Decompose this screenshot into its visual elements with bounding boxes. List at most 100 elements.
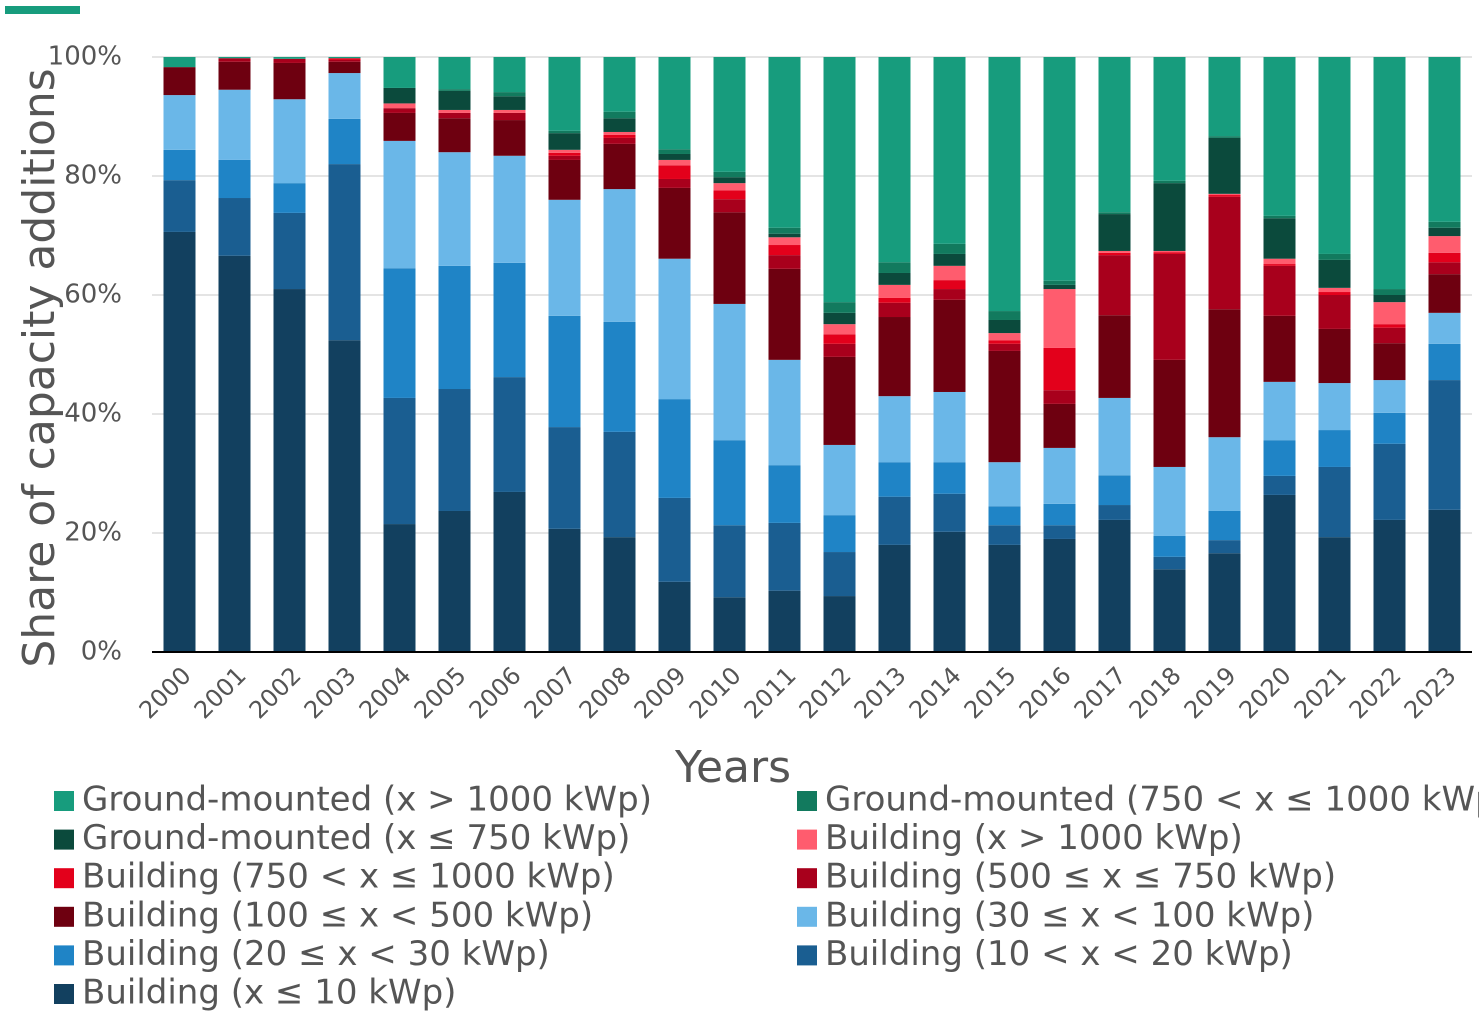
bar-segment bbox=[493, 377, 526, 492]
x-tick-label: 2009 bbox=[629, 661, 692, 724]
bar-segment bbox=[878, 272, 911, 285]
bar-segment bbox=[1428, 509, 1461, 652]
bar-segment bbox=[1208, 309, 1241, 438]
bar-segment bbox=[548, 130, 581, 134]
bar-segment bbox=[438, 152, 471, 266]
legend-label: Building (x ≤ 10 kWp) bbox=[82, 973, 456, 1013]
bar-segment bbox=[1318, 383, 1351, 431]
bar-segment bbox=[1153, 466, 1186, 536]
legend-label: Building (750 < x ≤ 1000 kWp) bbox=[82, 857, 615, 897]
bar-segment bbox=[383, 140, 416, 269]
legend-swatch bbox=[797, 791, 817, 811]
bar-segment bbox=[933, 391, 966, 463]
bar-segment bbox=[1373, 380, 1406, 413]
bar-segment bbox=[713, 440, 746, 526]
legend-swatch bbox=[54, 868, 74, 889]
bar-segment bbox=[1208, 193, 1241, 196]
bar-segment bbox=[933, 57, 966, 244]
bar-segment bbox=[658, 399, 691, 498]
bar-segment bbox=[438, 89, 471, 91]
bar-segment bbox=[823, 356, 856, 445]
bar-segment bbox=[1428, 252, 1461, 263]
bar-segment bbox=[603, 111, 636, 119]
bar-segment bbox=[493, 57, 526, 93]
y-tick-label: 0% bbox=[81, 637, 122, 667]
bar-segment bbox=[1318, 292, 1351, 295]
bar-segment bbox=[328, 59, 361, 62]
x-tick-label: 2007 bbox=[519, 661, 582, 724]
x-tick-label: 2016 bbox=[1014, 661, 1077, 724]
bar-segment bbox=[1098, 255, 1131, 316]
legend-swatch bbox=[54, 984, 74, 1004]
bar-segment bbox=[1153, 359, 1186, 467]
bar-segment bbox=[218, 57, 251, 59]
bar-segment bbox=[823, 343, 856, 357]
bar-segment bbox=[1043, 284, 1076, 290]
bar-segment bbox=[1043, 280, 1076, 285]
bar-segment bbox=[713, 525, 746, 598]
bar-segment bbox=[1318, 287, 1351, 293]
bar-segment bbox=[823, 334, 856, 344]
legend-label: Building (x > 1000 kWp) bbox=[825, 818, 1243, 858]
bar-segment bbox=[1043, 347, 1076, 391]
bar-segment bbox=[988, 57, 1021, 312]
bar-segment bbox=[1373, 343, 1406, 381]
bar-segment bbox=[1153, 250, 1186, 253]
bar-segment bbox=[603, 143, 636, 190]
bar-segment bbox=[1263, 381, 1296, 441]
bar-segment bbox=[988, 350, 1021, 463]
y-axis-label: Share of capacity additions bbox=[14, 68, 65, 667]
bar-segment bbox=[878, 262, 911, 273]
bar-segment bbox=[1318, 537, 1351, 652]
bar-segment bbox=[1043, 289, 1076, 348]
bar-segment bbox=[1373, 519, 1406, 652]
bar-segment bbox=[823, 515, 856, 553]
bar-segment bbox=[328, 164, 361, 341]
bar-segment bbox=[1428, 312, 1461, 344]
bar-segment bbox=[1318, 328, 1351, 384]
bar-segment bbox=[438, 57, 471, 90]
bar-segment bbox=[548, 155, 581, 160]
bar-segment bbox=[878, 297, 911, 303]
bar-segment bbox=[713, 177, 746, 184]
bar-segment bbox=[548, 427, 581, 529]
y-tick-label: 60% bbox=[64, 280, 122, 310]
bar-segment bbox=[1373, 324, 1406, 328]
bar-segment bbox=[988, 506, 1021, 526]
bar-segment bbox=[1208, 553, 1241, 652]
bar-segment bbox=[1208, 196, 1241, 310]
bar-segment bbox=[1098, 475, 1131, 506]
x-tick-label: 2013 bbox=[849, 661, 912, 724]
bar-segment bbox=[1428, 343, 1461, 381]
bar-segment bbox=[273, 58, 306, 63]
legend-swatch bbox=[797, 906, 817, 927]
x-tick-label: 2000 bbox=[134, 661, 197, 724]
bar-segment bbox=[768, 522, 801, 591]
bar-segment bbox=[1098, 57, 1131, 213]
bar-segment bbox=[218, 159, 251, 199]
x-tick-label: 2015 bbox=[959, 661, 1022, 724]
bar-segment bbox=[1208, 437, 1241, 511]
bar-segment bbox=[273, 212, 306, 290]
bar-segment bbox=[1098, 214, 1131, 251]
legend-label: Building (20 ≤ x < 30 kWp) bbox=[82, 934, 550, 974]
bar-segment bbox=[988, 333, 1021, 341]
bar-segment bbox=[933, 253, 966, 266]
bar-segment bbox=[658, 159, 691, 166]
x-tick-label: 2006 bbox=[464, 661, 527, 724]
bar-segment bbox=[328, 58, 361, 60]
bar-segment bbox=[603, 321, 636, 432]
bar-segment bbox=[383, 112, 416, 141]
bar-segment bbox=[988, 311, 1021, 320]
bar-segment bbox=[548, 152, 581, 156]
bar-segment bbox=[933, 531, 966, 652]
legend-swatch bbox=[54, 906, 74, 927]
bar-segment bbox=[218, 255, 251, 653]
bar-segment bbox=[1098, 250, 1131, 253]
bar-segment bbox=[438, 90, 471, 110]
bar-segment bbox=[768, 227, 801, 234]
bar-segment bbox=[1098, 505, 1131, 520]
bar-segment bbox=[1318, 295, 1351, 329]
bar-segment bbox=[1098, 212, 1131, 215]
bar-segment bbox=[713, 212, 746, 304]
